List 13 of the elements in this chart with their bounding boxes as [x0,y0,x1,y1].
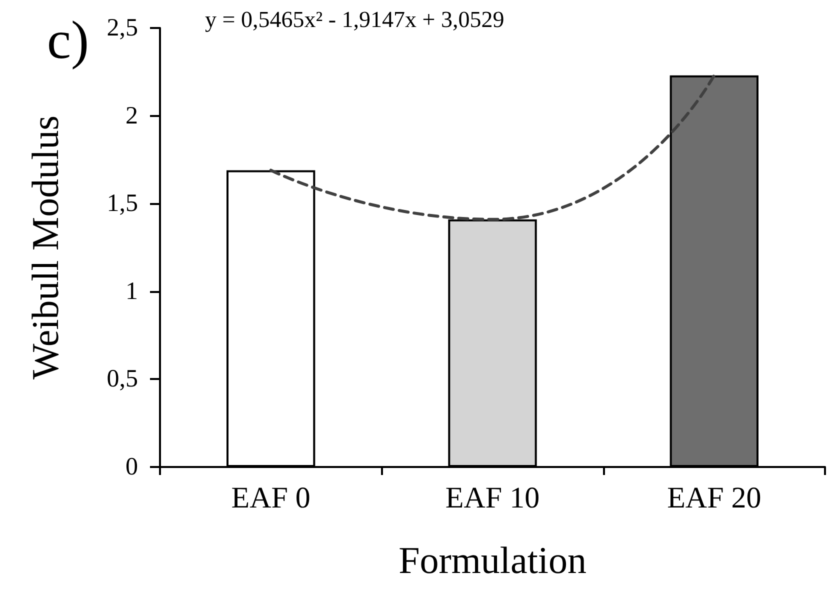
y-tick-label: 2,5 [106,14,138,42]
y-tick-label: 2 [126,102,138,130]
y-tick-label: 0 [126,454,138,480]
chart-title: c) [47,10,89,70]
x-tick-label: EAF 0 [231,482,310,514]
annotation: y = 0,5465x² - 1,9147x + 3,0529 [205,7,504,32]
x-axis-title: Formulation [398,540,586,582]
y-tick-label: 0,5 [106,366,138,393]
y-axis-title: Weibull Modulus [25,116,67,380]
x-tick-label: EAF 20 [667,482,762,514]
y-tick-label: 1,5 [106,190,138,218]
y-tick-label: 1 [126,278,138,305]
x-tick-label: EAF 10 [445,482,540,514]
